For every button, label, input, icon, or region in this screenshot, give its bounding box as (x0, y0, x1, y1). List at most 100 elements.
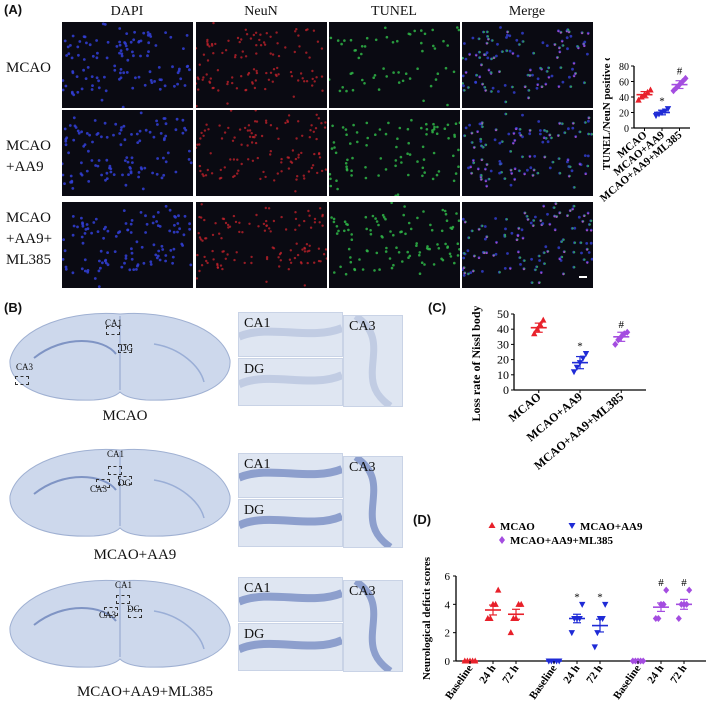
row-label-line: +AA9 (6, 159, 44, 175)
data-point (570, 369, 578, 376)
x-tick-label: 72 h (668, 663, 689, 686)
data-point (495, 586, 502, 593)
brain-region-label: DG (120, 343, 133, 353)
legend-marker (568, 523, 576, 529)
micrograph-neun-row-2 (196, 110, 327, 196)
nissl-tile-ca3: CA3 (343, 315, 403, 407)
nissl-tile-ca1: CA1 (238, 312, 343, 357)
y-tick-label: 30 (497, 337, 509, 351)
hippocampus-curve (33, 607, 117, 626)
data-point (591, 644, 598, 651)
data-point (507, 629, 514, 636)
y-tick-label: 80 (619, 62, 629, 73)
brain-region-label: DG (118, 478, 131, 488)
y-tick-label: 60 (619, 78, 629, 89)
data-point (660, 600, 667, 608)
cell-layer (239, 371, 342, 389)
micrograph-tunel-row-3 (329, 202, 460, 288)
region-box (118, 476, 132, 485)
data-point (673, 84, 680, 92)
panel-b-letter: (B) (4, 300, 23, 315)
region-box (104, 607, 118, 616)
cortex-curve (153, 610, 205, 650)
data-point (686, 586, 693, 594)
micrograph-merge-row-1 (462, 22, 593, 108)
x-tick-label: 24 h (477, 663, 498, 686)
tile-label: CA3 (349, 460, 376, 475)
brain-region-label: CA1 (105, 318, 123, 328)
column-title-neun: NeuN (244, 4, 278, 19)
cell-layer (239, 465, 342, 482)
nissl-tile-dg: DG (238, 499, 343, 547)
cell-layer (239, 512, 342, 530)
tile-label: CA3 (349, 584, 376, 599)
x-tick-label: MCAO (506, 390, 544, 425)
data-point (573, 364, 581, 371)
tile-label: DG (244, 503, 265, 518)
cortex-curve (153, 479, 205, 519)
tile-label: DG (244, 362, 265, 377)
data-point (531, 330, 538, 337)
y-tick-label: 6 (445, 571, 451, 583)
y-tick-label: 10 (497, 368, 509, 382)
significance-mark: # (619, 319, 625, 331)
chart-d-neurological-score: 0 2 4 6 Neurological deficit scores MCAO MCAO+… (421, 521, 706, 702)
cell-layer (239, 636, 342, 654)
tile-label: CA1 (244, 581, 271, 596)
cell-layer (353, 581, 393, 671)
y-tick-label: 0 (624, 124, 629, 135)
brain-region-label: CA3 (16, 362, 34, 372)
nissl-tile-dg: DG (238, 358, 343, 406)
region-box (108, 466, 122, 475)
legend-marker (488, 522, 496, 528)
region-box (116, 595, 130, 604)
micrograph-merge-row-2 (462, 110, 593, 196)
y-tick-label: 20 (497, 353, 509, 367)
micrograph-tunel-row-2 (329, 110, 460, 196)
hippocampus-curve (33, 476, 117, 495)
x-tick-label: 24 h (645, 663, 666, 686)
brain-caption-mcao: MCAO (102, 408, 148, 424)
brain-caption-mcao-aa9-ml385: MCAO+AA9+ML385 (76, 684, 214, 700)
legend-label: MCAO+AA9+ML385 (510, 535, 613, 547)
row-label-line: +AA9+ (6, 231, 53, 247)
y-tick-label: 20 (619, 109, 629, 120)
legend-label: MCAO+AA9 (580, 521, 643, 533)
cell-layer (239, 324, 342, 341)
legend-marker (499, 536, 505, 544)
brain-caption-mcao-aa9: MCAO+AA9 (93, 547, 177, 563)
data-point (635, 96, 642, 103)
brain-section-1 (4, 308, 236, 413)
data-point (612, 340, 619, 348)
micrograph-dapi-row-3 (62, 202, 193, 288)
y-axis-label: Loss rate of Nissl body (%) (469, 306, 483, 422)
column-title-merge: Merge (508, 4, 546, 19)
legend-label: MCAO (500, 521, 535, 533)
data-point (582, 351, 590, 358)
row-label-line: MCAO (6, 60, 52, 76)
data-point (664, 106, 672, 113)
x-tick-label: Baseline (611, 663, 643, 702)
data-point (568, 630, 575, 637)
cell-layer (353, 457, 393, 547)
significance-mark: * (574, 591, 580, 603)
x-tick-label: 72 h (584, 663, 605, 686)
x-tick-label: Baseline (443, 663, 475, 702)
data-point (655, 615, 662, 622)
x-tick-label: 72 h (500, 663, 521, 686)
micrograph-dapi-row-2 (62, 110, 193, 196)
region-box (96, 479, 110, 488)
panel-c-letter: (C) (428, 300, 447, 315)
data-point (602, 601, 609, 608)
data-point (682, 74, 689, 82)
y-tick-label: 50 (497, 307, 509, 321)
hippocampus-curve (33, 340, 117, 359)
data-point (518, 600, 525, 607)
column-title-tunel: TUNEL (371, 4, 417, 19)
significance-mark: * (577, 341, 583, 353)
tile-label: DG (244, 627, 265, 642)
row-label-line: MCAO (6, 210, 52, 226)
row-label-mcao: MCAO (6, 58, 51, 79)
row-label-line: MCAO (6, 138, 52, 154)
